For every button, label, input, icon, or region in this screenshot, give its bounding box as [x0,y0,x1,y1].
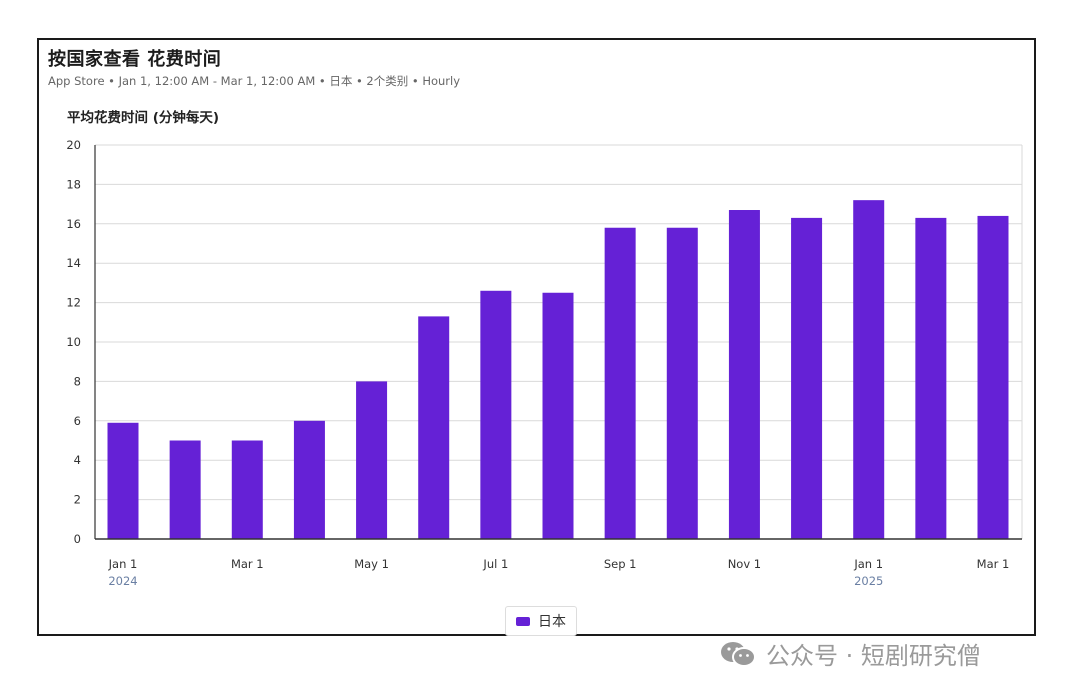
bar [853,200,885,539]
bar [728,210,760,539]
bar [169,440,201,539]
legend-swatch [516,616,530,626]
x-tick-label: May 1 [354,557,389,571]
chart-legend[interactable]: 日本 [505,606,577,636]
bar [418,316,450,539]
bar [231,440,263,539]
y-axis-label: 平均花费时间 (分钟每天) [67,110,220,126]
x-tick-label: Nov 1 [728,557,761,571]
y-tick-label: 6 [74,414,81,428]
watermark: 公众号 · 短剧研究僧 [718,636,981,671]
y-tick-label: 10 [66,335,81,349]
bar [356,381,388,539]
x-year-label: 2024 [108,574,137,588]
y-tick-label: 0 [74,532,81,546]
bar [107,422,139,539]
bar [542,292,574,539]
x-tick-label: Jan 1 [108,557,138,571]
x-tick-label: Jan 1 [853,557,883,571]
x-year-label: 2025 [854,574,883,588]
x-tick-label: Mar 1 [231,557,264,571]
y-tick-label: 12 [66,296,81,310]
x-tick-label: Mar 1 [977,557,1010,571]
legend-label: 日本 [538,614,566,630]
bar [293,420,325,539]
x-tick-label: Sep 1 [604,557,637,571]
y-tick-label: 20 [66,138,81,152]
bar-chart: 0 2 4 6 8 10 12 14 16 18 20 Jan 1 Mar 1 May 1 Jul 1 Sep… [66,138,1023,588]
y-tick-label: 14 [66,256,81,270]
bar [604,227,636,540]
y-tick-label: 18 [66,177,81,191]
chart-title: 按国家查看 花费时间 [48,49,222,70]
bar [791,217,823,539]
y-tick-label: 16 [66,217,81,231]
wechat-icon [718,639,758,669]
chart-subtitle: App Store • Jan 1, 12:00 AM - Mar 1, 12:… [48,74,461,88]
chart-card: 按国家查看 花费时间 App Store • Jan 1, 12:00 AM -… [37,38,1036,636]
bar [915,217,947,539]
y-tick-label: 4 [74,453,81,467]
y-tick-label: 2 [74,493,81,507]
bar [480,290,512,539]
x-tick-label: Jul 1 [482,557,508,571]
watermark-text: 公众号 · 短剧研究僧 [766,642,981,670]
y-tick-label: 8 [74,374,81,388]
bar [977,215,1009,540]
bar [666,227,698,540]
